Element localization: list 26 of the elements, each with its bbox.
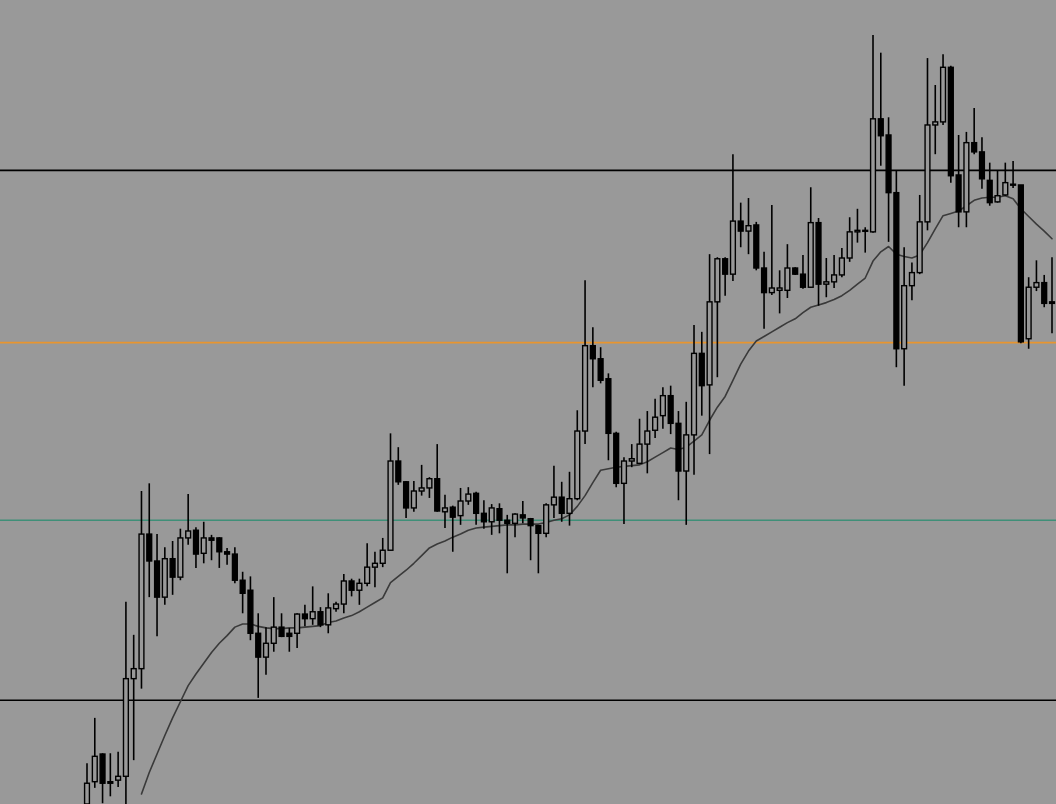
candlestick xyxy=(301,604,309,628)
candlestick xyxy=(659,386,666,430)
candlestick xyxy=(768,204,775,296)
candlestick xyxy=(620,456,628,525)
candlestick xyxy=(722,256,729,297)
candlestick xyxy=(192,526,200,569)
candlestick xyxy=(115,750,122,788)
candlestick xyxy=(550,464,558,519)
candlestick xyxy=(589,326,596,388)
candlestick xyxy=(799,254,807,290)
candlestick xyxy=(473,490,480,526)
candlestick xyxy=(830,254,838,289)
candlestick xyxy=(480,499,488,530)
candlestick xyxy=(364,542,371,588)
candlestick xyxy=(651,397,659,439)
candlestick xyxy=(410,480,417,513)
candlestick xyxy=(223,547,231,566)
candlestick xyxy=(511,512,519,538)
candlestick xyxy=(441,494,449,529)
candlestick xyxy=(185,493,192,546)
candlestick xyxy=(371,550,379,588)
candlestick xyxy=(908,261,916,302)
candlestick xyxy=(838,247,845,279)
candlestick xyxy=(1048,256,1056,335)
candlestick xyxy=(262,626,270,676)
candlestick xyxy=(294,612,301,649)
